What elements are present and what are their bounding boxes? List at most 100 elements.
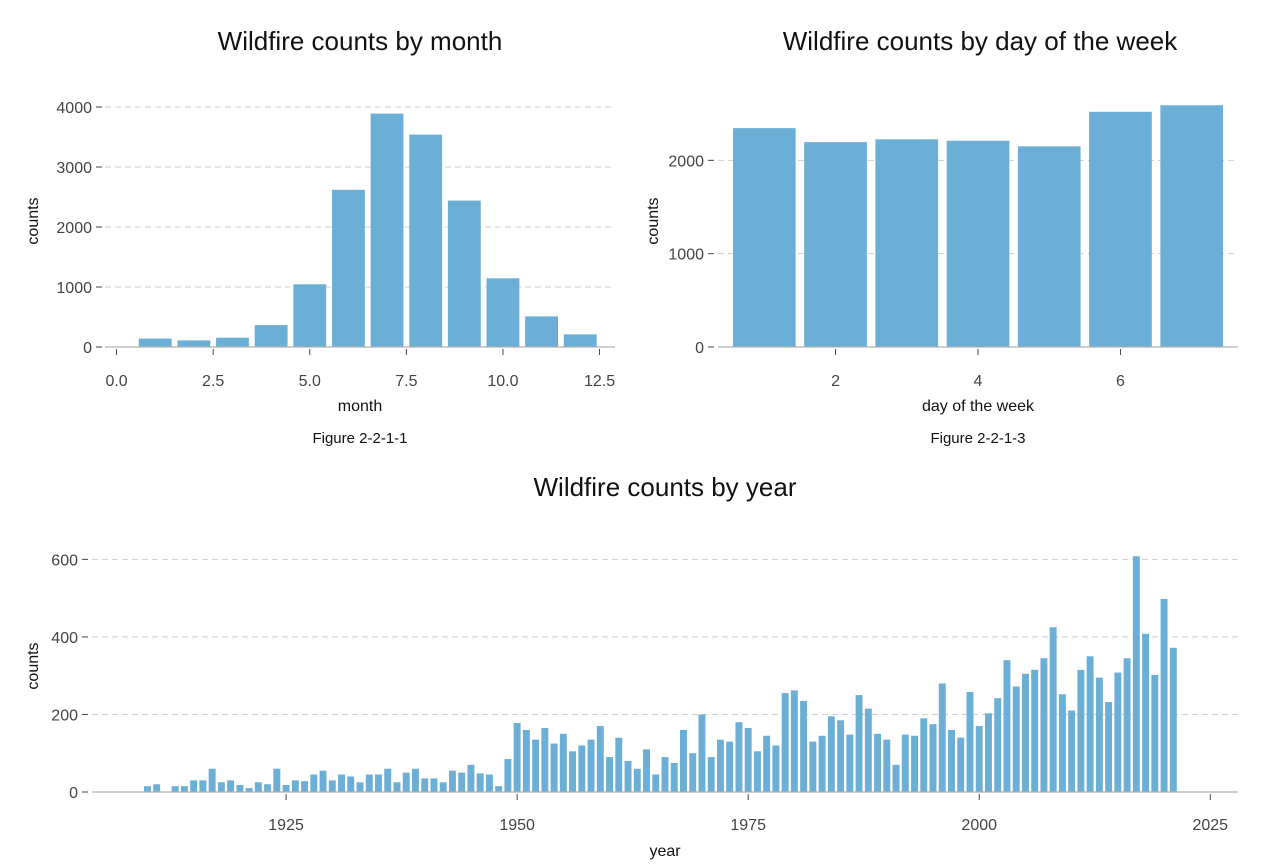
bar-year-1965 xyxy=(652,774,660,792)
bar-dow-1 xyxy=(732,128,796,347)
bar-dow-2 xyxy=(804,142,867,347)
bar-year-1960 xyxy=(606,757,614,792)
bar-month-2 xyxy=(177,340,211,347)
bar-year-2000 xyxy=(975,726,983,792)
bar-year-1951 xyxy=(522,729,530,792)
y-tick-label: 0 xyxy=(69,785,78,802)
bar-year-1910 xyxy=(143,786,151,792)
bar-year-1991 xyxy=(892,764,900,792)
x-tick-label: 5.0 xyxy=(299,373,321,390)
bar-year-1997 xyxy=(948,729,955,792)
bar-month-1 xyxy=(138,338,172,347)
bar-year-1925 xyxy=(282,785,290,792)
bar-year-2008 xyxy=(1049,627,1057,792)
bar-year-1930 xyxy=(328,780,336,792)
bar-year-1968 xyxy=(680,729,687,792)
x-axis-label: year xyxy=(649,843,681,860)
bar-year-1952 xyxy=(532,739,540,792)
bar-year-1916 xyxy=(199,780,207,792)
bar-year-1950 xyxy=(513,722,521,792)
bar-year-1969 xyxy=(689,753,697,792)
bar-year-1994 xyxy=(920,718,928,792)
y-tick-label: 0 xyxy=(83,340,92,357)
bar-year-1933 xyxy=(356,782,364,792)
bar-year-1990 xyxy=(883,739,891,792)
chart-title: Wildfire counts by day of the week xyxy=(783,26,1179,56)
bar-year-1979 xyxy=(781,693,789,792)
bar-year-2004 xyxy=(1012,686,1020,792)
bar-year-2006 xyxy=(1031,669,1039,792)
bar-year-1919 xyxy=(227,780,235,792)
bar-year-1926 xyxy=(291,780,299,792)
figure-caption: Figure 2-2-1-1 xyxy=(312,430,407,447)
x-axis-label: day of the week xyxy=(922,398,1035,415)
bar-year-1999 xyxy=(966,691,974,792)
bar-year-1987 xyxy=(855,695,863,792)
bar-dow-7 xyxy=(1160,105,1224,348)
y-tick-label: 3000 xyxy=(56,160,92,177)
bar-year-1964 xyxy=(643,749,650,792)
bar-month-10 xyxy=(486,278,520,347)
bar-year-1947 xyxy=(485,774,493,792)
bar-dow-6 xyxy=(1089,111,1152,347)
bar-year-2005 xyxy=(1021,673,1029,792)
bar-year-1923 xyxy=(264,784,272,792)
bar-year-1983 xyxy=(818,735,826,792)
bar-year-2015 xyxy=(1114,672,1122,792)
bar-year-1913 xyxy=(171,786,179,792)
bar-year-1993 xyxy=(911,735,918,792)
bar-year-2019 xyxy=(1151,674,1159,792)
chart-dow: 0 1000 2000 2 4 6 Wildfire counts by day of th… xyxy=(645,26,1238,447)
bar-year-1946 xyxy=(476,773,484,792)
bar-year-1998 xyxy=(957,737,965,792)
bar-year-2009 xyxy=(1058,694,1066,792)
bar-year-1931 xyxy=(338,774,345,792)
bar-year-2017 xyxy=(1132,556,1140,792)
bar-year-1992 xyxy=(901,734,909,792)
bar-year-1956 xyxy=(569,751,577,792)
chart-month: 0 1000 2000 3000 4000 0.0 2.5 5.0 7.5 10.0 12.5 Wil… xyxy=(25,26,615,447)
y-axis-label: counts xyxy=(25,642,42,689)
bar-month-8 xyxy=(409,134,443,347)
bar-year-2016 xyxy=(1123,658,1131,792)
bar-year-1920 xyxy=(236,785,244,792)
bar-dow-5 xyxy=(1017,146,1081,347)
bar-year-2003 xyxy=(1003,660,1011,792)
bar-month-12 xyxy=(563,334,597,347)
bar-year-1974 xyxy=(735,722,743,792)
bar-month-7 xyxy=(370,113,404,347)
y-tick-label: 1000 xyxy=(56,280,92,297)
bar-year-2002 xyxy=(994,698,1002,792)
bar-year-1996 xyxy=(938,683,946,792)
y-tick-label: 400 xyxy=(51,630,78,647)
bar-year-1978 xyxy=(772,745,780,792)
x-tick-label: 2.5 xyxy=(202,373,224,390)
bar-year-2007 xyxy=(1040,658,1048,792)
y-tick-label: 1000 xyxy=(668,247,704,264)
bar-year-1935 xyxy=(375,774,382,792)
bar-dow-4 xyxy=(946,140,1010,347)
bar-year-1989 xyxy=(874,733,882,792)
bar-year-1995 xyxy=(929,724,937,792)
y-axis-label: counts xyxy=(25,197,42,244)
bar-year-2020 xyxy=(1160,598,1168,792)
bar-year-2012 xyxy=(1086,656,1094,792)
x-tick-label: 2025 xyxy=(1192,817,1228,834)
bar-year-1959 xyxy=(596,726,604,792)
bar-year-1972 xyxy=(716,739,724,792)
bar-year-1948 xyxy=(495,786,503,792)
bar-year-1932 xyxy=(347,776,355,792)
bar-year-1970 xyxy=(698,714,706,792)
y-axis-label: counts xyxy=(645,197,662,244)
bar-year-1943 xyxy=(448,770,456,792)
bar-year-1922 xyxy=(254,782,262,792)
y-tick-label: 200 xyxy=(51,707,78,724)
y-tick-label: 2000 xyxy=(56,220,92,237)
bar-year-1953 xyxy=(541,728,549,792)
bar-dow-3 xyxy=(875,139,939,347)
x-tick-label: 12.5 xyxy=(584,373,615,390)
bar-year-1942 xyxy=(439,782,447,792)
bar-year-1915 xyxy=(190,780,198,792)
y-tick-label: 0 xyxy=(695,340,704,357)
bar-month-4 xyxy=(254,325,288,347)
